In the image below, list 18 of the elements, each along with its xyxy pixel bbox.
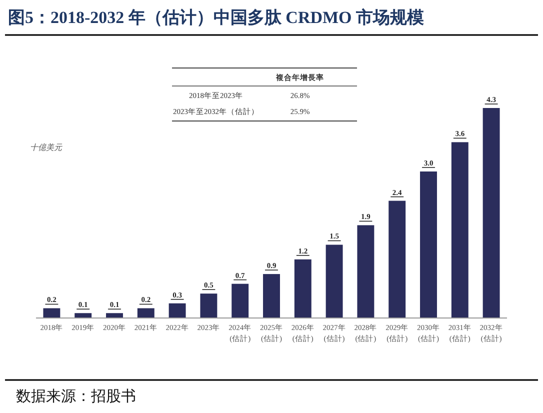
chart-title: 图5：2018-2032 年（估计）中国多肽 CRDMO 市场规模	[8, 8, 424, 27]
bar	[482, 108, 500, 318]
bar	[137, 308, 154, 318]
bar	[263, 274, 280, 318]
bar	[200, 294, 218, 318]
bar	[43, 308, 60, 318]
bar	[168, 303, 186, 318]
bar	[294, 259, 312, 318]
bar	[326, 244, 343, 318]
bar	[420, 171, 437, 318]
y-axis-title: 十億美元	[30, 143, 63, 152]
bar	[357, 225, 374, 318]
bar	[388, 200, 406, 318]
bar	[106, 313, 123, 318]
bar	[232, 284, 249, 318]
bar	[74, 313, 92, 318]
bar	[451, 142, 468, 318]
source-note: 数据来源：招股书	[16, 388, 136, 405]
